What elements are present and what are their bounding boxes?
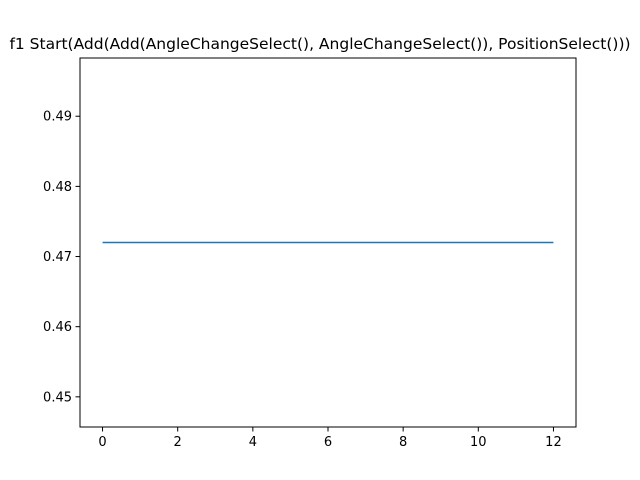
x-tick-label: 2 xyxy=(174,435,182,450)
y-tick-label: 0.49 xyxy=(43,110,72,125)
x-axis: 0 2 4 6 8 10 12 xyxy=(98,427,562,450)
x-tick-label: 8 xyxy=(399,435,407,450)
chart-title: f1 Start(Add(Add(AngleChangeSelect(), An… xyxy=(9,35,630,53)
y-tick-label: 0.47 xyxy=(43,250,72,265)
y-tick-label: 0.46 xyxy=(43,320,72,335)
x-tick-label: 10 xyxy=(470,435,487,450)
x-tick-label: 0 xyxy=(98,435,106,450)
x-tick-label: 12 xyxy=(545,435,562,450)
x-tick-label: 6 xyxy=(324,435,332,450)
y-tick-label: 0.48 xyxy=(43,180,72,195)
y-axis: 0.45 0.46 0.47 0.48 0.49 xyxy=(43,110,80,405)
y-tick-label: 0.45 xyxy=(43,390,72,405)
x-tick-label: 4 xyxy=(249,435,257,450)
axes-frame xyxy=(79,57,577,428)
